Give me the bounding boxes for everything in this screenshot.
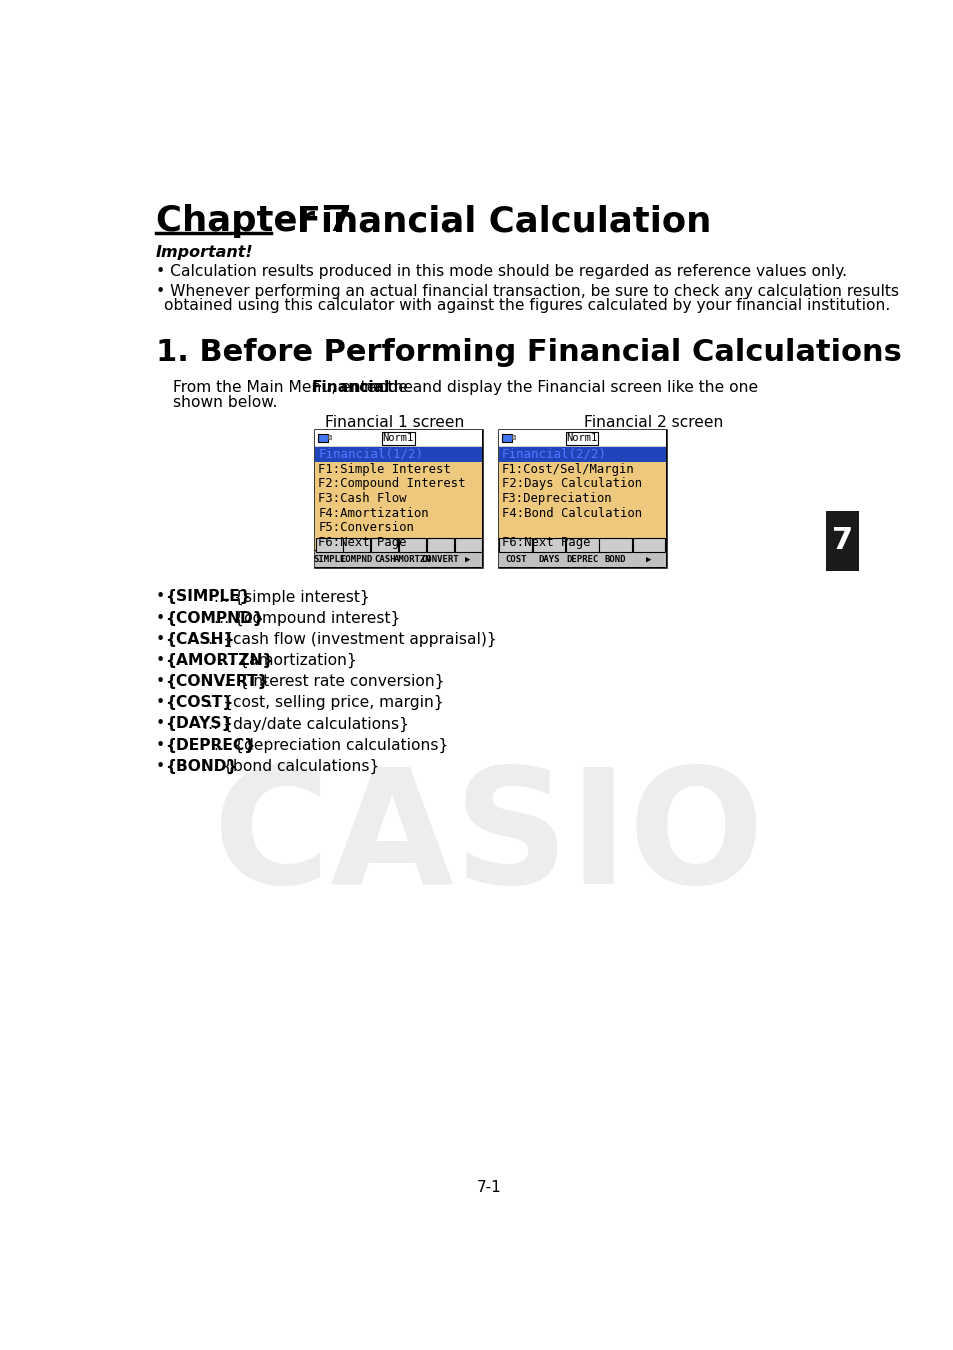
Text: 1. Before Performing Financial Calculations: 1. Before Performing Financial Calculati…	[155, 338, 901, 367]
Text: F5:Conversion: F5:Conversion	[318, 521, 414, 535]
Bar	[426, 537, 454, 552]
Text: DAYS: DAYS	[537, 555, 559, 564]
Text: AMORTZN: AMORTZN	[394, 555, 431, 564]
Bar	[398, 537, 426, 552]
Text: {COMPND}: {COMPND}	[165, 610, 263, 625]
Bar	[632, 537, 664, 552]
Bar	[315, 429, 481, 447]
Bar	[315, 537, 342, 552]
Bar	[371, 537, 397, 552]
Bar	[498, 447, 665, 549]
Text: {CONVERT}: {CONVERT}	[165, 674, 269, 688]
Text: •: •	[155, 590, 165, 605]
Text: • Calculation results produced in this mode should be regarded as reference valu: • Calculation results produced in this m…	[155, 263, 846, 278]
Text: … {simple interest}: … {simple interest}	[209, 590, 369, 605]
Bar	[315, 549, 481, 567]
Text: COST: COST	[504, 555, 526, 564]
Text: F1:Cost/Sel/Margin: F1:Cost/Sel/Margin	[501, 463, 634, 475]
Text: … {amortization}: … {amortization}	[213, 653, 356, 668]
Bar	[532, 537, 565, 552]
Text: Norm1: Norm1	[382, 433, 414, 443]
Text: … {interest rate conversion}: … {interest rate conversion}	[213, 674, 444, 690]
Bar	[498, 447, 665, 462]
Text: CASIO: CASIO	[213, 763, 763, 917]
Text: •: •	[155, 737, 165, 752]
Text: F2:Days Calculation: F2:Days Calculation	[501, 478, 641, 490]
Text: BOND: BOND	[604, 555, 626, 564]
Text: Financial 1 screen: Financial 1 screen	[324, 414, 463, 429]
Bar	[315, 447, 481, 549]
FancyBboxPatch shape	[381, 432, 415, 444]
Text: COMPND: COMPND	[340, 555, 373, 564]
Text: {DAYS}: {DAYS}	[165, 717, 233, 732]
Text: F1:Simple Interest: F1:Simple Interest	[318, 463, 451, 475]
Text: F2:Compound Interest: F2:Compound Interest	[318, 478, 465, 490]
Bar	[498, 429, 665, 447]
Bar	[598, 537, 631, 552]
Text: Financial 2 screen: Financial 2 screen	[583, 414, 723, 429]
Text: F4:Bond Calculation: F4:Bond Calculation	[501, 506, 641, 520]
Text: … {cost, selling price, margin}: … {cost, selling price, margin}	[197, 695, 443, 710]
Text: Chapter 7: Chapter 7	[155, 204, 352, 239]
Text: … {depreciation calculations}: … {depreciation calculations}	[209, 737, 448, 753]
Text: •: •	[155, 653, 165, 668]
Text: • Whenever performing an actual financial transaction, be sure to check any calc: • Whenever performing an actual financia…	[155, 284, 898, 298]
Text: mode and display the Financial screen like the one: mode and display the Financial screen li…	[359, 379, 758, 396]
Text: obtained using this calculator with against the figures calculated by your finan: obtained using this calculator with agai…	[164, 298, 889, 313]
Text: From the Main Menu, enter the: From the Main Menu, enter the	[173, 379, 418, 396]
Text: CASH: CASH	[374, 555, 395, 564]
Text: •: •	[155, 610, 165, 625]
Bar	[512, 435, 514, 439]
Text: … {compound interest}: … {compound interest}	[209, 610, 399, 626]
Text: shown below.: shown below.	[173, 396, 277, 410]
Text: F4:Amortization: F4:Amortization	[318, 506, 429, 520]
Text: {AMORTZN}: {AMORTZN}	[165, 653, 274, 668]
Bar	[498, 537, 532, 552]
Text: SIMPLE: SIMPLE	[313, 555, 345, 564]
Text: •: •	[155, 632, 165, 647]
Bar	[343, 537, 370, 552]
FancyBboxPatch shape	[565, 432, 598, 444]
Text: {BOND}: {BOND}	[165, 759, 237, 774]
Text: Important!: Important!	[155, 246, 253, 261]
Text: Financial: Financial	[312, 379, 390, 396]
Bar	[315, 429, 481, 567]
Text: F3:Cash Flow: F3:Cash Flow	[318, 491, 407, 505]
Bar	[328, 435, 331, 439]
Bar	[498, 429, 665, 567]
Bar	[565, 537, 598, 552]
Text: {DEPREC}: {DEPREC}	[165, 737, 255, 752]
Text: {COST}: {COST}	[165, 695, 233, 710]
Bar	[825, 510, 858, 571]
Text: … {bond calculations}: … {bond calculations}	[197, 759, 378, 774]
Text: Financial(1/2): Financial(1/2)	[318, 448, 423, 460]
Text: DEPREC: DEPREC	[565, 555, 598, 564]
Text: Norm1: Norm1	[566, 433, 597, 443]
Text: 7: 7	[831, 526, 852, 555]
Text: F6:Next Page: F6:Next Page	[318, 536, 407, 549]
Bar	[498, 549, 665, 567]
Text: F3:Depreciation: F3:Depreciation	[501, 491, 612, 505]
Text: •: •	[155, 759, 165, 774]
Text: F6:Next Page: F6:Next Page	[501, 536, 590, 549]
Text: •: •	[155, 717, 165, 732]
Text: ▶: ▶	[465, 555, 470, 564]
Text: ▶: ▶	[645, 555, 651, 564]
Text: … {day/date calculations}: … {day/date calculations}	[197, 717, 408, 732]
Bar	[315, 447, 481, 462]
Text: … {cash flow (investment appraisal)}: … {cash flow (investment appraisal)}	[197, 632, 496, 647]
Text: Financial Calculation: Financial Calculation	[272, 204, 711, 239]
Text: 7-1: 7-1	[476, 1180, 500, 1195]
Text: CONVERT: CONVERT	[421, 555, 458, 564]
Text: {SIMPLE}: {SIMPLE}	[165, 590, 251, 605]
Text: {CASH}: {CASH}	[165, 632, 234, 647]
Bar	[501, 433, 512, 441]
Text: Financial(2/2): Financial(2/2)	[501, 448, 606, 460]
Bar	[454, 537, 481, 552]
Bar	[318, 433, 328, 441]
Text: •: •	[155, 674, 165, 688]
Text: •: •	[155, 695, 165, 710]
